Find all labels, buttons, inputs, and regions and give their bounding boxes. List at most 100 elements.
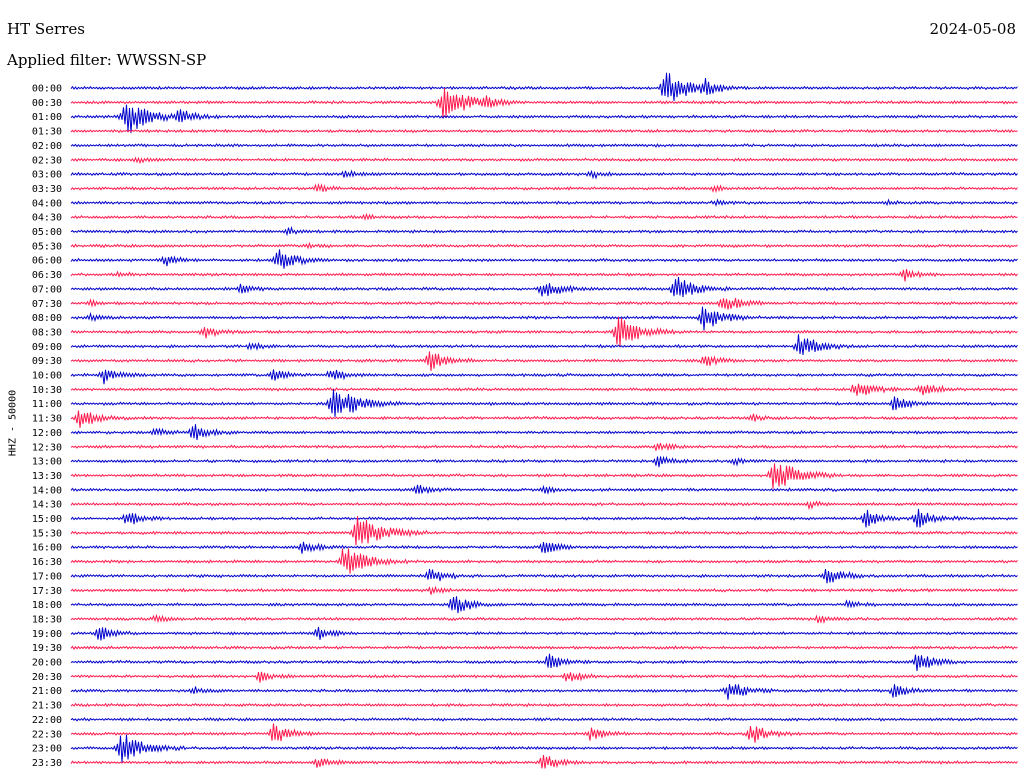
- row-label: 18:00: [32, 600, 62, 611]
- row-label: 14:00: [32, 485, 62, 496]
- row-label: 16:00: [32, 543, 62, 554]
- trace-line: [70, 455, 1018, 468]
- trace-line: [70, 541, 1018, 554]
- row-label: 02:00: [32, 141, 62, 152]
- date-label: 2024-05-08: [929, 20, 1016, 38]
- row-label: 20:00: [32, 658, 62, 669]
- trace-line: [70, 684, 1018, 700]
- trace-line: [70, 225, 1018, 237]
- row-label: 07:30: [32, 299, 62, 310]
- trace-line: [70, 241, 1018, 250]
- row-label: 08:00: [32, 313, 62, 324]
- trace-line: [70, 317, 1018, 347]
- trace-line: [70, 585, 1018, 595]
- row-label: 00:30: [32, 98, 62, 109]
- row-label: 09:00: [32, 342, 62, 353]
- trace-line: [70, 671, 1018, 683]
- row-label: 19:30: [32, 643, 62, 654]
- trace-line: [70, 613, 1018, 624]
- trace-line: [70, 276, 1018, 298]
- row-label: 12:00: [32, 428, 62, 439]
- trace-line: [70, 424, 1018, 441]
- row-label: 13:30: [32, 471, 62, 482]
- row-label: 17:00: [32, 571, 62, 582]
- trace-line: [70, 389, 1018, 417]
- row-label: 22:30: [32, 729, 62, 740]
- row-label: 18:30: [32, 614, 62, 625]
- trace-line: [70, 104, 1018, 134]
- trace-line: [70, 645, 1018, 651]
- trace-line: [70, 306, 1018, 331]
- row-label: 03:30: [32, 184, 62, 195]
- filter-label: Applied filter: WWSSN-SP: [7, 51, 207, 69]
- row-label: 04:30: [32, 213, 62, 224]
- trace-line: [70, 548, 1018, 574]
- row-label: 08:30: [32, 327, 62, 338]
- trace-line: [70, 596, 1018, 614]
- row-label: 02:30: [32, 155, 62, 166]
- row-label: 10:00: [32, 371, 62, 382]
- trace-line: [70, 410, 1018, 428]
- trace-line: [70, 143, 1018, 148]
- station-title: HT Serres: [7, 20, 85, 38]
- row-label: 01:00: [32, 112, 62, 123]
- trace-line: [70, 515, 1018, 546]
- row-label: 16:30: [32, 557, 62, 568]
- row-label: 13:00: [32, 457, 62, 468]
- row-label: 15:00: [32, 514, 62, 525]
- row-label: 06:00: [32, 256, 62, 267]
- trace-line: [70, 568, 1018, 584]
- trace-line: [70, 508, 1018, 528]
- trace-line: [70, 734, 1018, 763]
- trace-line: [70, 269, 1018, 282]
- trace-line: [70, 653, 1018, 671]
- trace-line: [70, 198, 1018, 207]
- row-label: 00:00: [32, 84, 62, 95]
- row-label: 04:00: [32, 198, 62, 209]
- trace-line: [70, 755, 1018, 769]
- trace-line: [70, 717, 1018, 722]
- trace-line: [70, 500, 1018, 511]
- row-label: 09:30: [32, 356, 62, 367]
- trace-line: [70, 88, 1018, 119]
- trace-line: [70, 484, 1018, 495]
- row-label: 17:30: [32, 586, 62, 597]
- trace-line: [70, 156, 1018, 165]
- row-label: 11:00: [32, 399, 62, 410]
- trace-line: [70, 169, 1018, 180]
- trace-line: [70, 463, 1018, 489]
- row-label: 05:00: [32, 227, 62, 238]
- row-label: 23:00: [32, 744, 62, 755]
- row-label: 05:30: [32, 241, 62, 252]
- trace-line: [70, 723, 1018, 743]
- row-label: 01:30: [32, 127, 62, 138]
- row-label: 21:00: [32, 686, 62, 697]
- row-label: 12:30: [32, 442, 62, 453]
- row-label: 22:00: [32, 715, 62, 726]
- trace-line: [70, 72, 1018, 102]
- row-label: 21:30: [32, 701, 62, 712]
- trace-line: [70, 369, 1018, 385]
- trace-line: [70, 298, 1018, 310]
- row-label: 10:30: [32, 385, 62, 396]
- trace-line: [70, 702, 1018, 708]
- row-label: 11:30: [32, 414, 62, 425]
- trace-line: [70, 182, 1018, 194]
- row-label: 07:00: [32, 284, 62, 295]
- trace-line: [70, 442, 1018, 452]
- row-label: 15:30: [32, 528, 62, 539]
- trace-line: [70, 334, 1018, 356]
- trace-line: [70, 626, 1018, 641]
- row-label: 03:00: [32, 170, 62, 181]
- row-label: 14:30: [32, 500, 62, 511]
- trace-line: [70, 212, 1018, 221]
- row-label: 06:30: [32, 270, 62, 281]
- trace-line: [70, 351, 1018, 372]
- trace-line: [70, 383, 1018, 396]
- row-label: 20:30: [32, 672, 62, 683]
- trace-line: [70, 128, 1018, 134]
- row-label: 23:30: [32, 758, 62, 769]
- row-label: 19:00: [32, 629, 62, 640]
